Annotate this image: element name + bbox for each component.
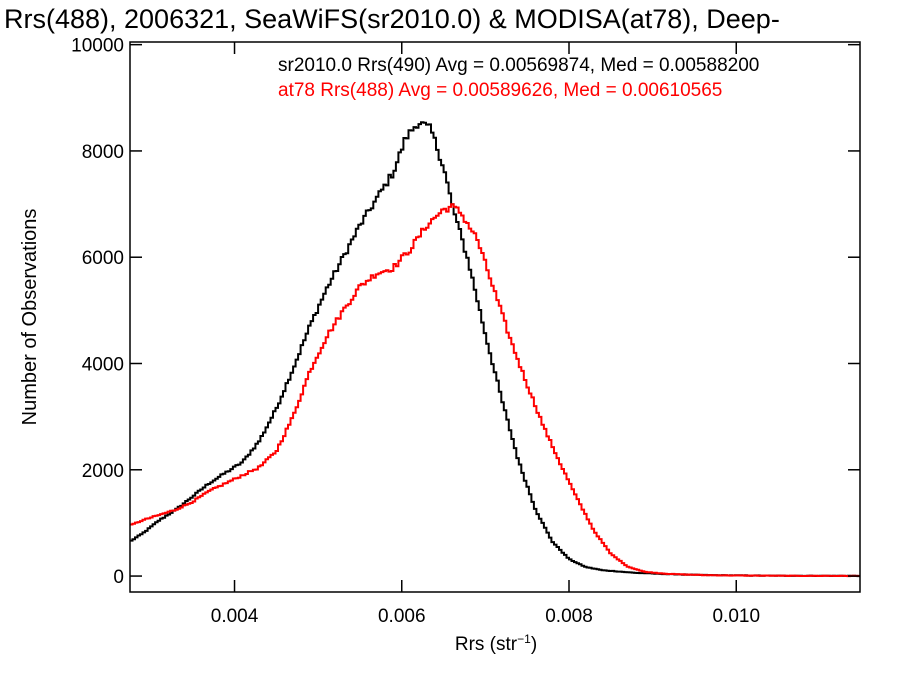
- legend-entry-sr2010: sr2010.0 Rrs(490) Avg = 0.00569874, Med …: [278, 55, 759, 76]
- x-tick-label: 0.008: [545, 606, 593, 627]
- y-axis-label: Number of Observations: [19, 209, 41, 426]
- x-axis-label-superscript: −1: [517, 632, 531, 646]
- x-tick-label: 0.004: [211, 606, 259, 627]
- x-axis-label-close: ): [531, 634, 537, 655]
- y-tick-label: 6000: [82, 248, 124, 269]
- y-tick-label: 2000: [82, 461, 124, 482]
- series-layer: [130, 121, 860, 578]
- x-axis-label-main: Rrs (str: [455, 634, 518, 655]
- x-axis-label: Rrs (str−1): [455, 632, 537, 655]
- plot-frame: [129, 41, 861, 593]
- ticks-layer: 0.004 0.006 0.008 0.010 0 2000 4000 6000 8000 100…: [71, 36, 860, 627]
- y-tick-label: 8000: [82, 142, 124, 163]
- x-tick-label: 0.010: [712, 606, 760, 627]
- y-tick-label: 0: [113, 567, 124, 588]
- y-tick-label: 4000: [82, 354, 124, 375]
- series-line-1: [130, 203, 860, 578]
- x-tick-label: 0.006: [378, 606, 426, 627]
- legend-entry-at78: at78 Rrs(488) Avg = 0.00589626, Med = 0.…: [278, 80, 722, 101]
- chart-title: Rrs(488), 2006321, SeaWiFS(sr2010.0) & M…: [4, 4, 780, 34]
- y-tick-label: 10000: [71, 36, 124, 57]
